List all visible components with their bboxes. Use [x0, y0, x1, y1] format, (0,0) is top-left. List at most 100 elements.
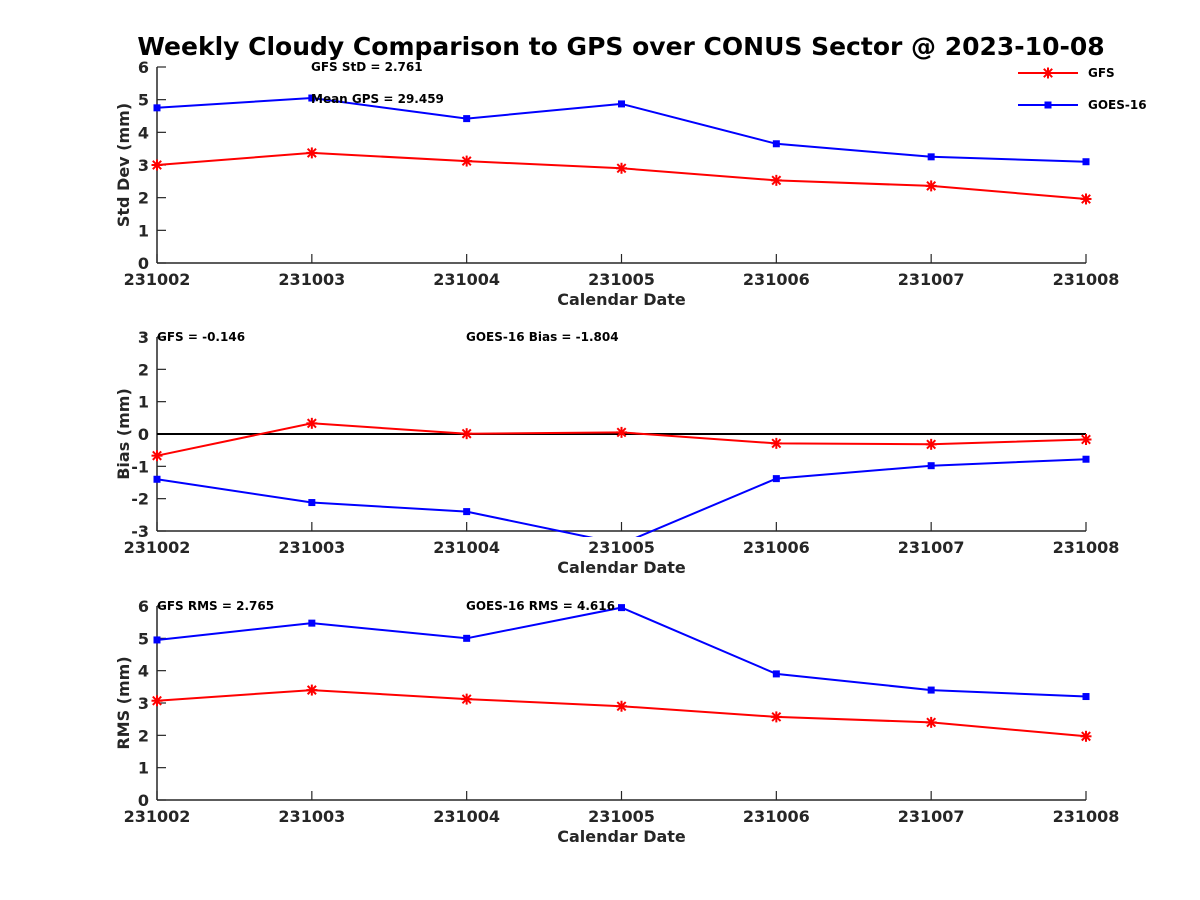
panel-2: -3 -2 -1 0 1 2 3 231002 231003 231004 231005 231006… — [114, 328, 1119, 577]
x-tick-label: 231003 — [278, 538, 345, 557]
goes16-point — [308, 619, 316, 627]
series-gfs — [151, 684, 1092, 742]
gfs-point — [151, 695, 163, 707]
goes16-point — [308, 499, 316, 507]
y-axis-label: Bias (mm) — [114, 388, 133, 480]
gfs-point — [925, 716, 937, 728]
goes16-point — [463, 508, 471, 516]
goes16-point — [1044, 101, 1052, 109]
series-line — [156, 689, 1087, 738]
gfs-point — [770, 437, 782, 449]
x-tick-label: 231002 — [124, 270, 191, 289]
y-tick-label: 6 — [138, 58, 149, 77]
gfs-point — [616, 426, 627, 438]
gfs-point — [306, 417, 318, 429]
x-tick-label: 231005 — [588, 538, 655, 557]
y-tick-label: 3 — [138, 694, 149, 713]
goes16-point — [927, 153, 935, 161]
x-axis-label: Calendar Date — [557, 558, 686, 577]
series-gfs — [151, 417, 1092, 462]
goes16-point — [618, 604, 625, 612]
x-tick-label: 231002 — [124, 538, 191, 557]
gfs-point — [306, 684, 318, 696]
gfs-point — [925, 180, 937, 192]
x-tick-label: 231004 — [433, 807, 500, 826]
legend-label: GOES-16 — [1088, 98, 1147, 112]
x-tick-label: 231008 — [1053, 807, 1120, 826]
y-tick-label: 4 — [138, 123, 149, 142]
y-axis-label: RMS (mm) — [114, 656, 133, 749]
series-line — [156, 151, 1087, 200]
y-tick-label: 4 — [138, 662, 149, 681]
gfs-point — [1042, 67, 1054, 79]
gfs-point — [1080, 433, 1092, 445]
panel-3: 0 1 2 3 4 5 6 231002 231003 231004 231005 231006 231… — [114, 597, 1119, 846]
series-line — [156, 606, 1087, 698]
gfs-point — [461, 155, 473, 167]
goes16-point — [927, 462, 935, 470]
y-tick-label: 5 — [138, 629, 149, 648]
y-tick-label: 6 — [138, 597, 149, 616]
y-axis-label: Std Dev (mm) — [114, 103, 133, 227]
x-tick-label: 231006 — [743, 538, 810, 557]
y-tick-label: 0 — [138, 254, 149, 273]
gfs-point — [306, 147, 318, 159]
y-tick-label: 5 — [138, 91, 149, 110]
goes16-point — [1082, 693, 1090, 701]
y-tick-label: -2 — [131, 490, 149, 509]
x-axis-label: Calendar Date — [557, 827, 686, 846]
x-tick-label: 231007 — [898, 270, 965, 289]
x-tick-label: 231006 — [743, 270, 810, 289]
series-goes16 — [153, 604, 1090, 701]
goes16-point — [772, 475, 780, 483]
gfs-point — [461, 693, 473, 705]
goes16-point — [463, 634, 471, 642]
y-tick-label: 3 — [138, 328, 149, 347]
goes16-point — [308, 94, 316, 102]
annotation: GFS = -0.146 — [157, 330, 245, 344]
y-tick-label: 1 — [138, 393, 149, 412]
goes16-point — [153, 636, 161, 644]
gfs-point — [1080, 730, 1092, 742]
annotation: GFS RMS = 2.765 — [157, 599, 274, 613]
y-tick-label: 1 — [138, 221, 149, 240]
series-gfs — [151, 147, 1092, 205]
legend-entry-goes16: GOES-16 — [1018, 98, 1147, 112]
x-tick-label: 231002 — [124, 807, 191, 826]
x-tick-label: 231003 — [278, 270, 345, 289]
y-tick-label: -1 — [131, 457, 149, 476]
goes16-point — [1082, 455, 1090, 463]
gfs-point — [770, 711, 782, 723]
chart-title: Weekly Cloudy Comparison to GPS over CON… — [137, 32, 1104, 61]
y-tick-label: 2 — [138, 360, 149, 379]
annotation: GOES-16 RMS = 4.616 — [466, 599, 615, 613]
y-tick-label: 2 — [138, 726, 149, 745]
goes16-point — [772, 670, 780, 678]
series-line — [156, 96, 1087, 163]
gfs-point — [925, 438, 937, 450]
legend-entry-gfs: GFS — [1018, 66, 1115, 80]
y-tick-label: 0 — [138, 791, 149, 810]
goes16-point — [618, 100, 625, 108]
goes16-point — [463, 115, 471, 123]
x-tick-label: 231006 — [743, 807, 810, 826]
annotation: GOES-16 Bias = -1.804 — [466, 330, 619, 344]
goes16-point — [772, 140, 780, 148]
x-tick-label: 231004 — [433, 538, 500, 557]
gfs-point — [616, 162, 627, 174]
x-tick-label: 231008 — [1053, 538, 1120, 557]
goes16-point — [927, 686, 935, 694]
series-goes16 — [153, 94, 1090, 166]
x-tick-label: 231008 — [1053, 270, 1120, 289]
gfs-point — [1080, 193, 1092, 205]
x-tick-label: 231003 — [278, 807, 345, 826]
y-tick-label: -3 — [131, 522, 149, 541]
x-tick-label: 231005 — [588, 270, 655, 289]
goes16-point — [153, 475, 161, 483]
y-tick-label: 0 — [138, 425, 149, 444]
x-tick-label: 231005 — [588, 807, 655, 826]
gfs-point — [461, 428, 473, 440]
gfs-point — [770, 174, 782, 186]
